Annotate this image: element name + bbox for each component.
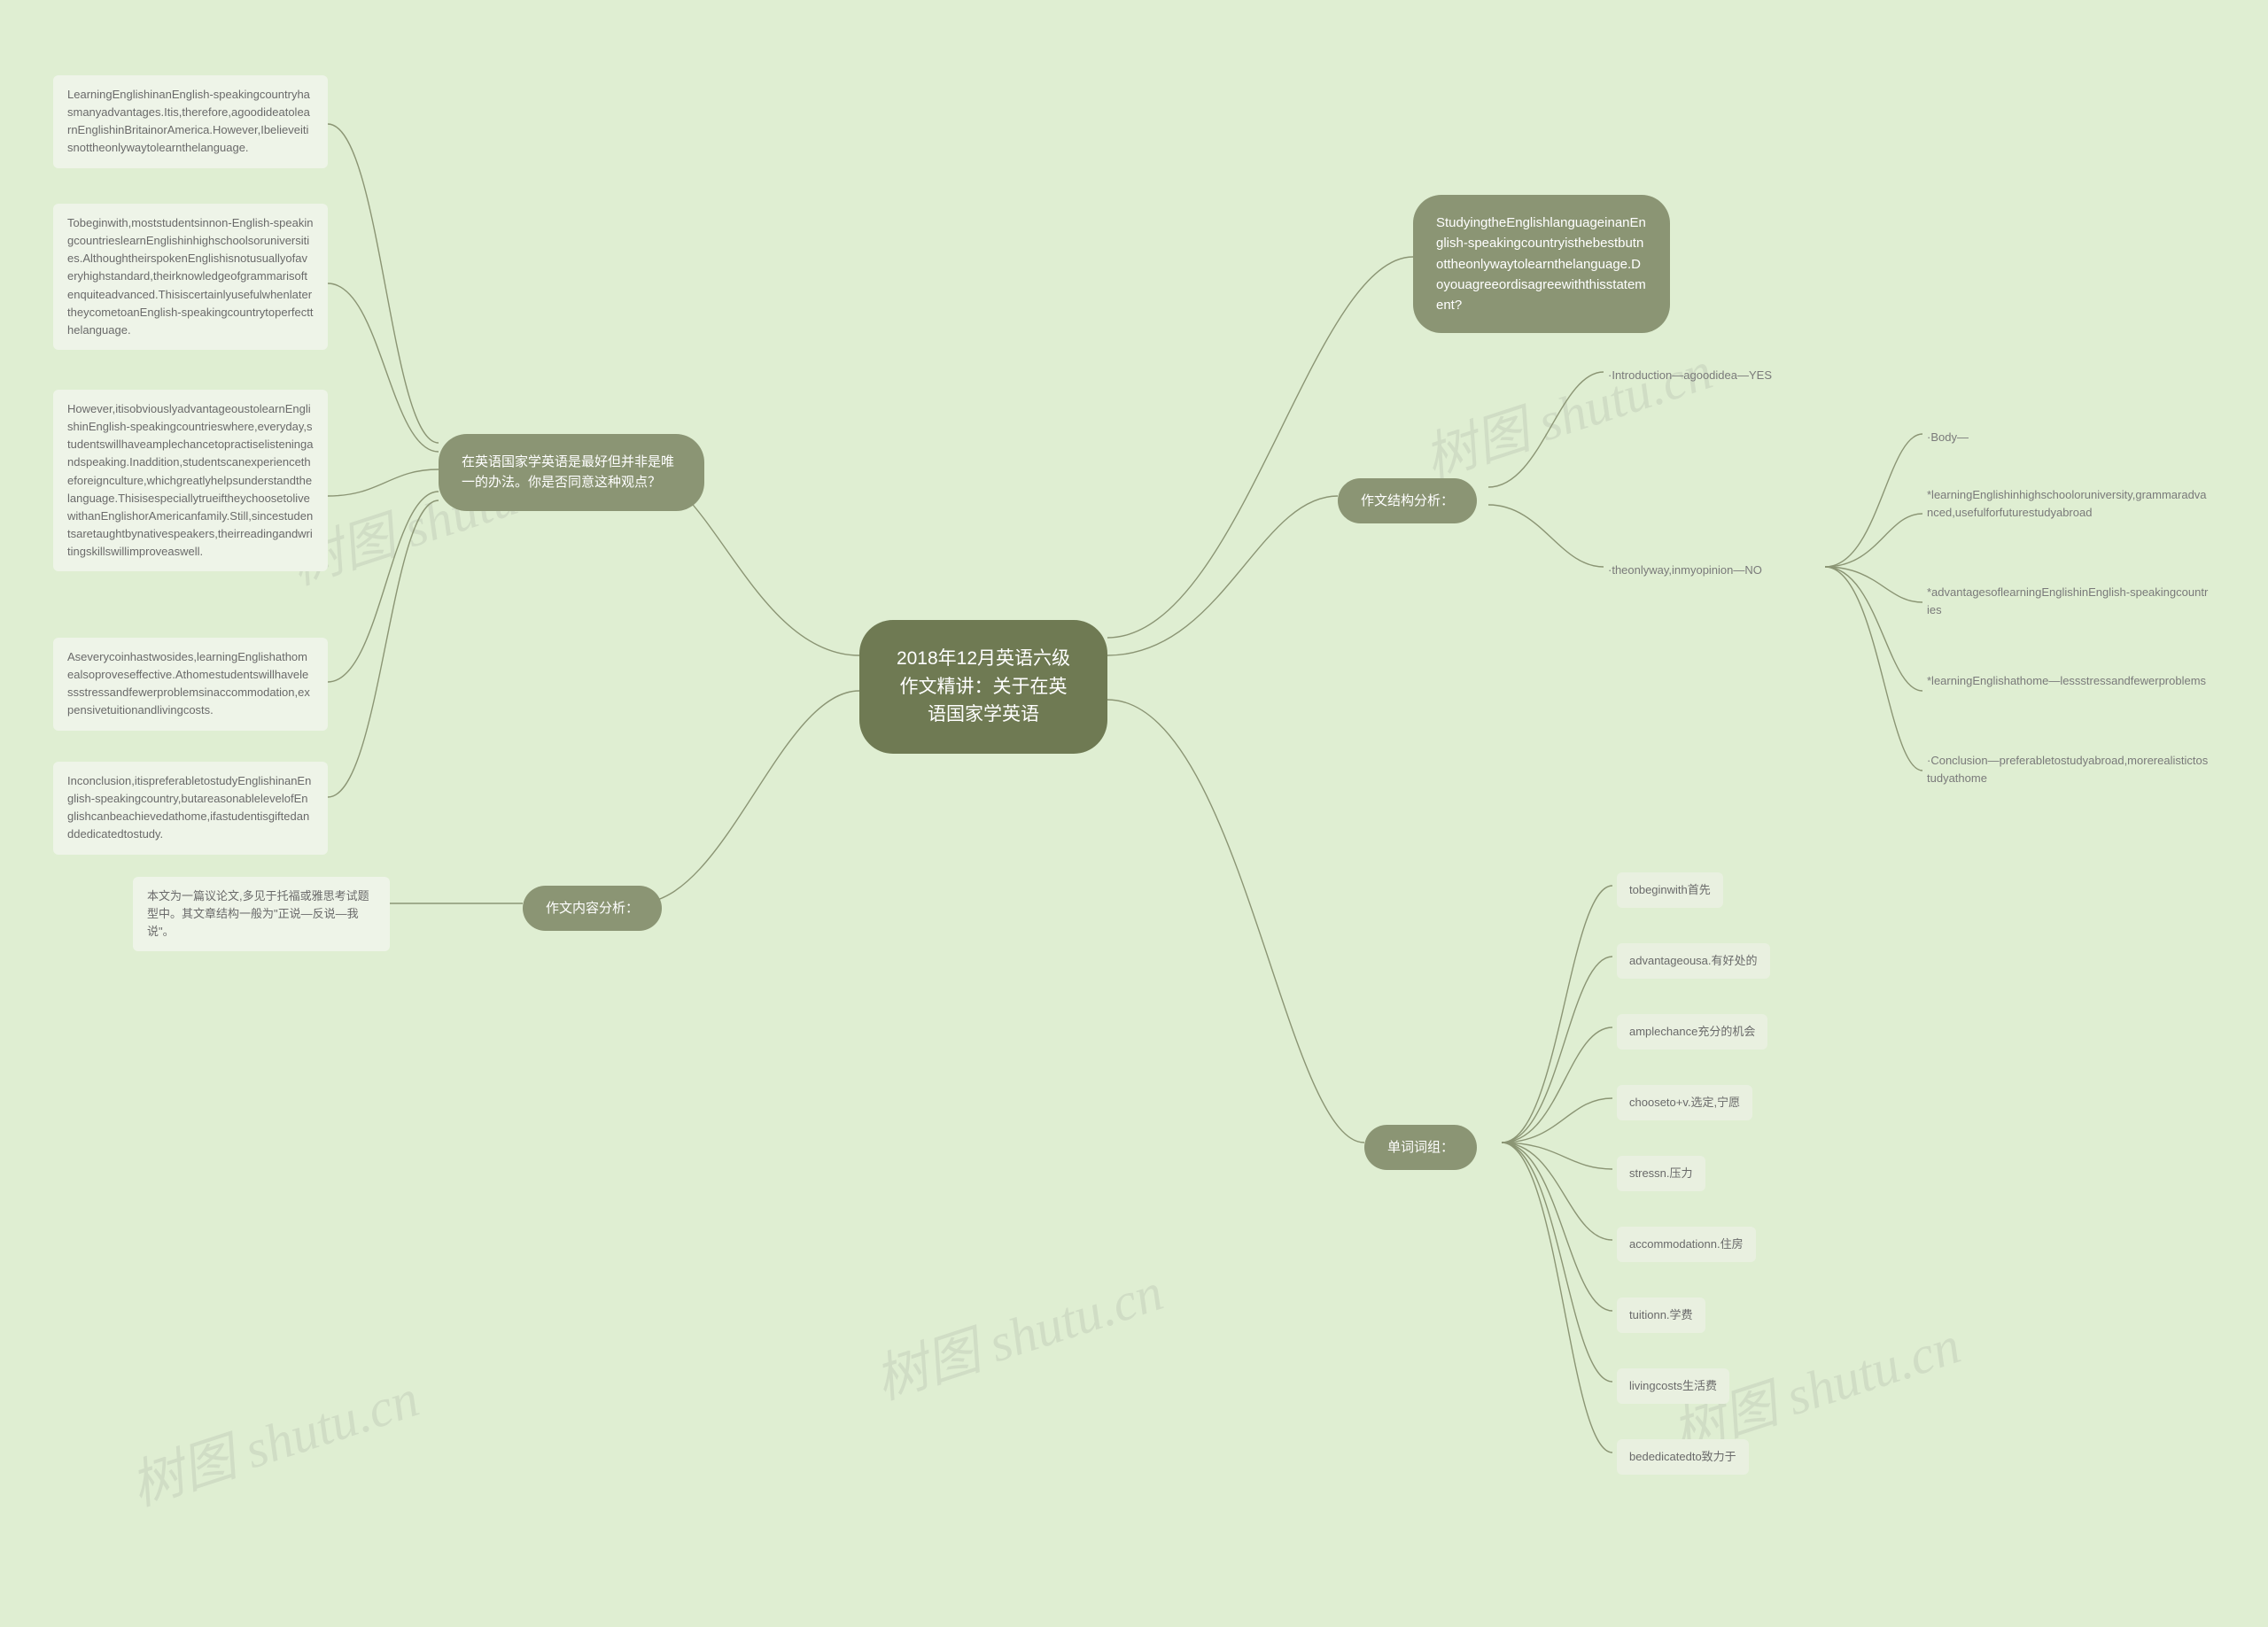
vocab-item-5: accommodationn.住房 [1617,1227,1756,1262]
vocab-item-4: stressn.压力 [1617,1156,1705,1191]
branch-content-analysis[interactable]: 作文内容分析： [523,886,662,931]
vocab-item-1: advantageousa.有好处的 [1617,943,1770,979]
paragraph-4: Inconclusion,itispreferabletostudyEnglis… [53,762,328,855]
paragraph-3: Aseverycoinhastwosides,learningEnglishat… [53,638,328,731]
branch-vocab[interactable]: 单词词组： [1364,1125,1477,1170]
vocab-item-8: bededicatedto致力于 [1617,1439,1749,1475]
watermark: 树图 shutu.cn [120,1355,427,1521]
structure-body-3: *learningEnglishathome—lessstressandfewe… [1927,669,2210,693]
branch-prompt-text: StudyingtheEnglishlanguageinanEnglish-sp… [1436,215,1646,313]
branch-viewpoint-label: 在英语国家学英语是最好但并非是唯一的办法。你是否同意这种观点？ [462,454,674,490]
root-node[interactable]: 2018年12月英语六级作文精讲：关于在英语国家学英语 [859,620,1107,754]
edge-layer [0,0,2268,1627]
vocab-item-7: livingcosts生活费 [1617,1368,1729,1404]
branch-content-analysis-label: 作文内容分析： [546,901,639,916]
branch-structure-label: 作文结构分析： [1361,493,1454,508]
vocab-item-6: tuitionn.学费 [1617,1298,1705,1333]
structure-body-1: *learningEnglishinhighschooloruniversity… [1927,483,2210,525]
structure-body-2: *advantagesoflearningEnglishinEnglish-sp… [1927,580,2210,623]
watermark: 树图 shutu.cn [864,1249,1171,1414]
watermark: 树图 shutu.cn [1413,328,1720,493]
branch-structure[interactable]: 作文结构分析： [1338,478,1477,523]
branch-prompt[interactable]: StudyingtheEnglishlanguageinanEnglish-sp… [1413,195,1670,333]
structure-body: ·Body— [1927,425,2193,450]
paragraph-1: Tobeginwith,moststudentsinnon-English-sp… [53,204,328,350]
structure-conclusion: ·Conclusion—preferabletostudyabroad,more… [1927,748,2210,791]
structure-onlyway: ·theonlyway,inmyopinion—NO [1608,558,1838,583]
branch-vocab-label: 单词词组： [1387,1140,1454,1155]
structure-intro: ·Introduction—agoodidea—YES [1608,363,1838,388]
root-label: 2018年12月英语六级作文精讲：关于在英语国家学英语 [897,648,1070,724]
vocab-item-3: chooseto+v.选定,宁愿 [1617,1085,1752,1120]
vocab-item-0: tobeginwith首先 [1617,872,1723,908]
paragraph-2: However,itisobviouslyadvantageoustolearn… [53,390,328,571]
paragraph-0: LearningEnglishinanEnglish-speakingcount… [53,75,328,168]
vocab-item-2: amplechance充分的机会 [1617,1014,1767,1050]
branch-viewpoint[interactable]: 在英语国家学英语是最好但并非是唯一的办法。你是否同意这种观点？ [439,434,704,511]
content-analysis-text: 本文为一篇议论文,多见于托福或雅思考试题型中。其文章结构一般为"正说—反说—我说… [133,877,390,951]
